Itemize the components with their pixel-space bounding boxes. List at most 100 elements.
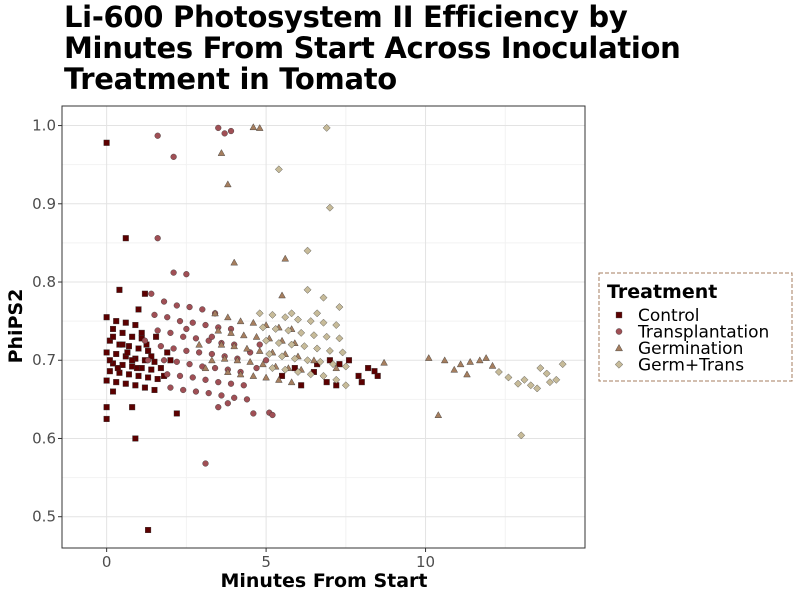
y-tick-label: 0.7	[32, 351, 56, 369]
data-point	[262, 373, 270, 381]
legend-title: Treatment	[607, 281, 717, 303]
data-point	[176, 318, 184, 325]
data-point	[256, 341, 263, 348]
data-point	[450, 365, 458, 373]
data-point	[336, 361, 343, 368]
data-point	[183, 347, 190, 354]
data-point	[176, 372, 184, 379]
data-point	[319, 318, 328, 327]
data-point	[520, 375, 529, 384]
data-point	[192, 388, 200, 395]
data-point	[164, 349, 171, 356]
x-axis-title: Minutes From Start	[220, 570, 427, 592]
data-point	[297, 328, 306, 337]
y-tick-label: 1.0	[32, 117, 56, 135]
data-point	[160, 357, 168, 364]
data-point	[278, 352, 286, 361]
data-point	[482, 354, 490, 361]
data-point	[124, 349, 131, 356]
data-point	[145, 527, 152, 534]
legend: Treatment ControlTransplantationGerminat…	[598, 272, 793, 382]
data-point	[255, 309, 264, 318]
data-point	[365, 365, 372, 372]
legend-label: Control	[638, 306, 699, 326]
y-tick-label: 0.9	[32, 195, 56, 213]
data-point	[268, 364, 277, 372]
data-point	[246, 358, 254, 365]
data-point	[199, 306, 206, 313]
data-point	[170, 153, 177, 160]
data-point	[346, 357, 353, 364]
data-point	[253, 364, 260, 372]
data-point	[189, 374, 196, 381]
data-point	[145, 357, 152, 364]
data-point	[192, 335, 200, 342]
data-point	[173, 302, 180, 309]
data-point	[202, 321, 209, 329]
data-point	[259, 323, 267, 332]
data-point	[148, 366, 155, 373]
data-point	[106, 357, 113, 364]
data-point	[240, 382, 247, 389]
data-point	[116, 286, 123, 293]
data-point	[106, 337, 113, 344]
data-point	[526, 381, 535, 390]
data-point	[119, 329, 126, 336]
data-point	[164, 314, 171, 321]
data-point	[211, 309, 219, 317]
data-point	[236, 317, 245, 325]
data-point	[274, 339, 283, 347]
chart-title: Li-600 Photosystem II Efficiency by Minu…	[64, 0, 681, 96]
data-point	[180, 386, 187, 394]
y-tick-label: 0.8	[32, 273, 56, 291]
data-point	[167, 357, 174, 364]
data-point	[230, 258, 238, 266]
data-point	[303, 285, 312, 294]
data-point	[249, 318, 258, 326]
data-point	[249, 123, 258, 131]
data-point	[157, 365, 164, 372]
y-axis-ticks: 0.5 0.6 0.7 0.8 0.9 1.0	[32, 117, 62, 526]
data-point	[148, 353, 155, 360]
data-point	[319, 372, 328, 380]
data-point	[243, 344, 251, 352]
data-point	[113, 318, 120, 325]
data-point	[170, 269, 177, 276]
data-point	[103, 349, 110, 356]
data-point	[154, 376, 161, 383]
data-point	[201, 364, 210, 371]
legend-key-marker	[614, 360, 624, 369]
data-point	[278, 291, 286, 299]
data-point	[122, 319, 129, 326]
data-point	[173, 358, 180, 365]
y-tick-label: 0.6	[32, 429, 56, 447]
data-point	[211, 364, 219, 372]
data-point	[183, 325, 190, 333]
data-point	[329, 360, 337, 369]
data-point	[374, 372, 381, 379]
data-point	[294, 368, 302, 376]
data-point	[252, 332, 261, 340]
data-point	[268, 310, 277, 319]
data-point	[269, 411, 276, 419]
data-point	[240, 331, 248, 339]
data-point	[332, 364, 340, 371]
data-point	[173, 410, 180, 417]
data-point	[310, 331, 318, 340]
x-axis-ticks: 0 5 10	[102, 548, 435, 571]
data-point	[113, 350, 120, 357]
x-tick-label: 5	[261, 553, 271, 571]
data-point	[558, 360, 567, 369]
data-point	[129, 404, 136, 411]
data-point	[202, 376, 209, 383]
x-tick-label: 0	[102, 553, 112, 571]
data-points	[103, 123, 567, 534]
data-point	[341, 362, 350, 371]
legend-label: Transplantation	[637, 323, 769, 343]
data-point	[322, 332, 331, 341]
data-point	[103, 404, 110, 411]
data-point	[542, 369, 551, 378]
data-point	[145, 347, 152, 354]
data-point	[154, 132, 161, 139]
